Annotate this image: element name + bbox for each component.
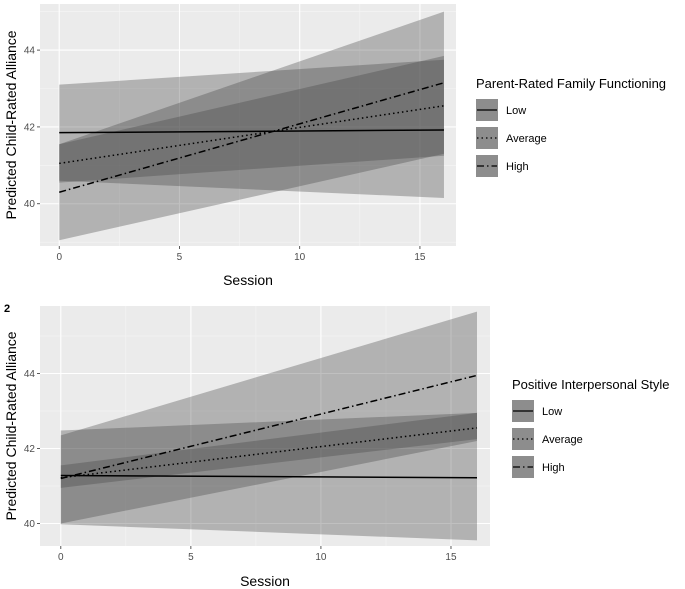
y-tick-label: 42: [24, 122, 36, 133]
x-tick-label: 0: [56, 252, 62, 263]
panel-tag: 2: [4, 303, 10, 315]
x-tick-label: 15: [445, 552, 457, 563]
y-tick-label: 40: [24, 199, 36, 210]
y-axis-title: Predicted Child-Rated Alliance: [3, 30, 19, 219]
x-axis-title: Session: [223, 272, 273, 288]
legend-label-low: Low: [506, 105, 526, 117]
ci-ribbon-average: [59, 55, 444, 183]
legend: Parent-Rated Family Functioning Low Averag…: [476, 76, 666, 177]
x-tick-label: 5: [177, 252, 183, 263]
y-tick-label: 44: [24, 46, 36, 57]
legend-label-average: Average: [542, 434, 583, 446]
series-line-low: [60, 474, 477, 479]
series-line-average: [59, 105, 445, 165]
x-tick-label: 5: [188, 552, 194, 563]
y-tick-label: 40: [24, 519, 36, 530]
chart-panel-2: 0 5 10 15 40 42 44 Session Predicted Child-Rated…: [3, 303, 670, 589]
legend-label-high: High: [506, 161, 529, 173]
x-tick-label: 10: [315, 552, 327, 563]
series-line-high: [60, 374, 478, 480]
x-tick-label: 10: [294, 252, 306, 263]
plot-background: [40, 4, 456, 246]
y-axis-title: Predicted Child-Rated Alliance: [3, 331, 19, 520]
legend-label-average: Average: [506, 133, 547, 145]
plot-background: [40, 306, 490, 546]
ci-ribbon-low: [59, 59, 444, 198]
legend-label-low: Low: [542, 406, 562, 418]
ci-ribbon-high: [59, 11, 444, 241]
x-tick-label: 15: [414, 252, 426, 263]
x-axis-title: Session: [240, 573, 290, 589]
legend: Positive Interpersonal Style Low Average Hi…: [512, 377, 670, 478]
series-line-low: [59, 129, 444, 134]
y-tick-label: 44: [24, 369, 36, 380]
y-tick-label: 42: [24, 444, 36, 455]
chart-panel-1: 0 5 10 15 40 42 44 Session Predicted Child-Rated…: [3, 4, 666, 288]
legend-label-high: High: [542, 462, 565, 474]
legend-title: Positive Interpersonal Style: [512, 377, 670, 392]
x-tick-label: 0: [58, 552, 64, 563]
ci-ribbon-average: [60, 412, 477, 488]
legend-title: Parent-Rated Family Functioning: [476, 76, 666, 91]
ci-ribbon-high: [60, 311, 477, 524]
